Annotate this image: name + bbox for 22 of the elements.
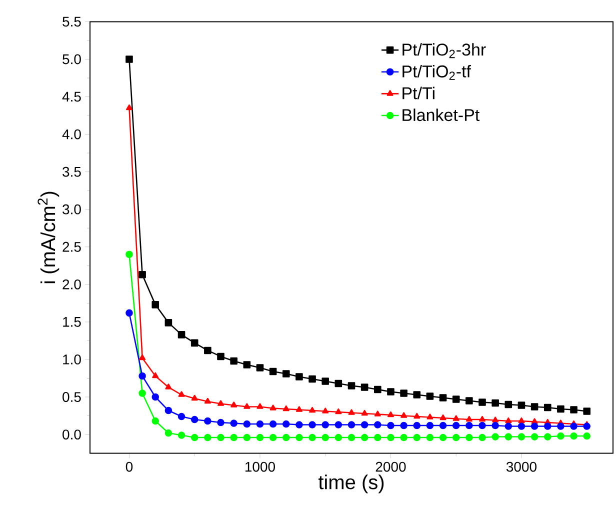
legend-label: Pt/Ti bbox=[402, 86, 434, 100]
y-tick-label: 3.0 bbox=[62, 204, 81, 214]
legend-label: Pt/TiO$_{2}$-3hr bbox=[402, 43, 486, 58]
y-tick-label: 2.0 bbox=[62, 279, 81, 290]
y-tick-label: 4.0 bbox=[62, 129, 81, 140]
y-tick-label: 2.5 bbox=[62, 242, 81, 252]
y-tick-label: 5.0 bbox=[62, 54, 81, 64]
y-tick-label: 1.0 bbox=[63, 354, 81, 364]
y-tick-label: 0.0 bbox=[62, 430, 81, 440]
y-tick-label: 3.5 bbox=[62, 166, 81, 177]
y-axis-title: i (mA/cm$^{2}$) bbox=[38, 192, 60, 284]
legend-label: Blanket-Pt bbox=[402, 108, 480, 122]
x-tick-label: 0 bbox=[126, 462, 133, 472]
legend-label: Pt/TiO$_{2}$-tf bbox=[402, 64, 472, 80]
x-tick-label: 1000 bbox=[245, 462, 275, 472]
x-tick-label: 3000 bbox=[506, 462, 536, 472]
x-tick-label: 2000 bbox=[376, 462, 406, 472]
x-axis-title: time (s) bbox=[318, 474, 384, 494]
y-tick-label: 5.5 bbox=[62, 16, 81, 27]
y-tick-label: 0.5 bbox=[62, 392, 81, 402]
y-tick-label: 4.5 bbox=[62, 92, 81, 102]
y-tick-label: 1.5 bbox=[63, 317, 81, 327]
